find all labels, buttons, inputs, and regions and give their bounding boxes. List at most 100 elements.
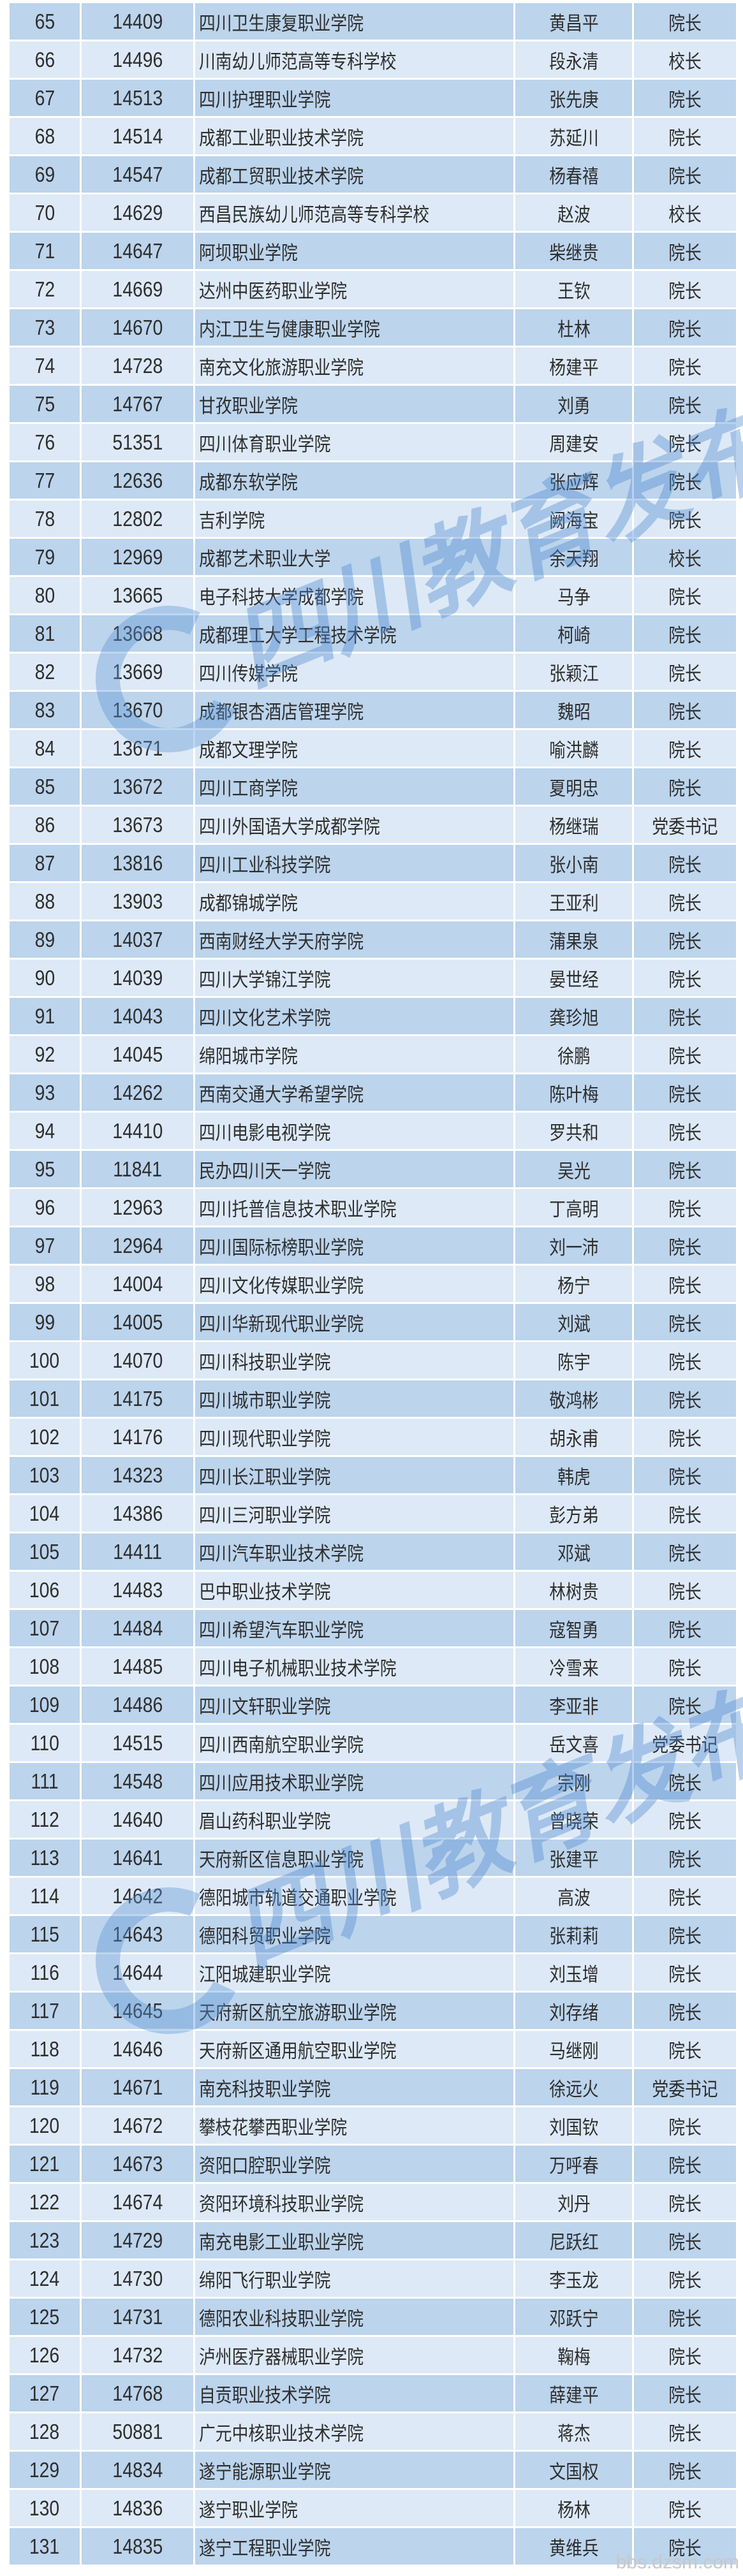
school-name-cell: 四川传媒学院 bbox=[195, 654, 513, 690]
school-code-cell: 12802 bbox=[82, 501, 193, 537]
school-name-cell: 四川体育职业学院 bbox=[195, 424, 513, 460]
row-number-cell: 104 bbox=[10, 1495, 80, 1532]
school-code: 14043 bbox=[112, 1004, 163, 1028]
school-code: 13671 bbox=[112, 736, 163, 760]
leader-name-cell: 李亚非 bbox=[515, 1687, 632, 1723]
school-name: 广元中核职业技术学院 bbox=[199, 2422, 364, 2445]
row-number-cell: 117 bbox=[10, 1993, 80, 2029]
row-number: 116 bbox=[30, 1960, 59, 1984]
table-row: 108 14485 四川电子机械职业技术学院 冷雪来 院长 bbox=[10, 1648, 736, 1685]
leader-title: 院长 bbox=[668, 892, 702, 915]
leader-name: 刘斌 bbox=[557, 1313, 591, 1336]
leader-title: 院长 bbox=[668, 2461, 702, 2484]
leader-title: 院长 bbox=[668, 2346, 702, 2369]
leader-name: 柴继贵 bbox=[548, 242, 599, 265]
leader-title-cell: 院长 bbox=[634, 2375, 736, 2411]
school-code: 14730 bbox=[112, 2266, 163, 2290]
leader-name-cell: 黄昌平 bbox=[515, 3, 632, 40]
row-number: 115 bbox=[30, 1922, 59, 1946]
leader-name-cell: 刘玉增 bbox=[515, 1954, 632, 1991]
school-code-cell: 14548 bbox=[82, 1763, 193, 1799]
school-code-cell: 14644 bbox=[82, 1954, 193, 1991]
row-number: 86 bbox=[34, 812, 55, 837]
school-code: 13668 bbox=[112, 621, 163, 645]
school-name: 成都理工大学工程技术学院 bbox=[199, 624, 397, 647]
school-code-cell: 14043 bbox=[82, 998, 193, 1034]
leader-title: 院长 bbox=[668, 2002, 702, 2024]
leader-title-cell: 院长 bbox=[634, 2528, 736, 2565]
school-name-cell: 四川现代职业学院 bbox=[195, 1419, 513, 1455]
school-code: 12963 bbox=[112, 1195, 163, 1219]
school-code: 12964 bbox=[112, 1233, 163, 1257]
school-code-cell: 13668 bbox=[82, 615, 193, 652]
school-name-cell: 遂宁职业学院 bbox=[195, 2490, 513, 2526]
leader-name: 鞠梅 bbox=[557, 2346, 591, 2369]
leader-name-cell: 刘一沛 bbox=[515, 1227, 632, 1264]
leader-title-cell: 院长 bbox=[634, 921, 736, 958]
school-code-cell: 14496 bbox=[82, 41, 193, 78]
school-code: 12636 bbox=[112, 468, 163, 492]
row-number-cell: 83 bbox=[10, 692, 80, 728]
school-code: 14729 bbox=[112, 2228, 163, 2252]
table-row: 76 51351 四川体育职业学院 周建安 院长 bbox=[10, 424, 736, 460]
row-number-cell: 107 bbox=[10, 1610, 80, 1646]
leader-title: 院长 bbox=[668, 1542, 702, 1565]
row-number: 100 bbox=[29, 1348, 60, 1372]
row-number: 65 bbox=[34, 9, 55, 33]
school-code-cell: 14673 bbox=[82, 2146, 193, 2182]
school-code-cell: 14629 bbox=[82, 194, 193, 231]
school-name: 民办四川天一学院 bbox=[199, 1160, 331, 1183]
leader-title-cell: 院长 bbox=[634, 1687, 736, 1723]
table-row: 113 14641 天府新区信息职业学院 张建平 院长 bbox=[10, 1840, 736, 1876]
school-name: 四川大学锦江学院 bbox=[199, 969, 331, 992]
leader-title-cell: 院长 bbox=[634, 998, 736, 1034]
row-number: 80 bbox=[34, 583, 55, 607]
row-number-cell: 123 bbox=[10, 2222, 80, 2258]
leader-name: 王钦 bbox=[557, 280, 591, 303]
table-row: 67 14513 四川护理职业学院 张先庚 院长 bbox=[10, 80, 736, 116]
leader-title: 校长 bbox=[668, 50, 702, 73]
school-name: 甘孜职业学院 bbox=[199, 395, 298, 418]
row-number-cell: 82 bbox=[10, 654, 80, 690]
leader-name-cell: 夏明忠 bbox=[515, 768, 632, 805]
table-row: 130 14836 遂宁职业学院 杨林 院长 bbox=[10, 2490, 736, 2526]
row-number-cell: 89 bbox=[10, 921, 80, 958]
table-row: 105 14411 四川汽车职业技术学院 邓斌 院长 bbox=[10, 1533, 736, 1570]
leader-title-cell: 院长 bbox=[634, 577, 736, 613]
school-code: 14513 bbox=[112, 85, 163, 110]
school-code: 14629 bbox=[112, 200, 163, 224]
row-number: 78 bbox=[34, 506, 55, 531]
row-number: 122 bbox=[29, 2190, 60, 2214]
row-number: 130 bbox=[29, 2496, 60, 2520]
school-code: 14641 bbox=[112, 1845, 163, 1870]
table-row: 127 14768 自贡职业技术学院 薛建平 院长 bbox=[10, 2375, 736, 2411]
leader-title-cell: 院长 bbox=[634, 424, 736, 460]
table-row: 85 13672 四川工商学院 夏明忠 院长 bbox=[10, 768, 736, 805]
school-code-cell: 14176 bbox=[82, 1419, 193, 1455]
leader-title: 院长 bbox=[668, 433, 702, 456]
row-number: 111 bbox=[31, 1769, 59, 1793]
row-number-cell: 91 bbox=[10, 998, 80, 1034]
row-number-cell: 131 bbox=[10, 2528, 80, 2565]
table-row: 119 14671 南充科技职业学院 徐远火 党委书记 bbox=[10, 2069, 736, 2105]
leader-name: 杨建平 bbox=[548, 356, 599, 379]
row-number-cell: 102 bbox=[10, 1419, 80, 1455]
school-code-cell: 14642 bbox=[82, 1878, 193, 1914]
leader-title-cell: 院长 bbox=[634, 615, 736, 652]
row-number: 121 bbox=[29, 2151, 60, 2176]
school-name: 阿坝职业学院 bbox=[199, 242, 298, 265]
table-row: 111 14548 四川应用技术职业学院 宗刚 院长 bbox=[10, 1763, 736, 1799]
leader-name: 黄昌平 bbox=[548, 12, 599, 35]
table-row: 117 14645 天府新区航空旅游职业学院 刘存绪 院长 bbox=[10, 1993, 736, 2029]
school-code: 14411 bbox=[113, 1539, 162, 1563]
school-code: 13670 bbox=[112, 698, 163, 722]
school-code: 14483 bbox=[112, 1577, 163, 1602]
school-name: 眉山药科职业学院 bbox=[199, 1810, 331, 1833]
leader-name: 阙海宝 bbox=[548, 509, 599, 532]
leader-title-cell: 院长 bbox=[634, 883, 736, 919]
leader-name: 罗共和 bbox=[548, 1122, 599, 1145]
leader-title: 院长 bbox=[668, 2040, 702, 2063]
leader-name-cell: 徐远火 bbox=[515, 2069, 632, 2105]
leader-name-cell: 林树贵 bbox=[515, 1572, 632, 1608]
leader-name-cell: 马继刚 bbox=[515, 2031, 632, 2067]
